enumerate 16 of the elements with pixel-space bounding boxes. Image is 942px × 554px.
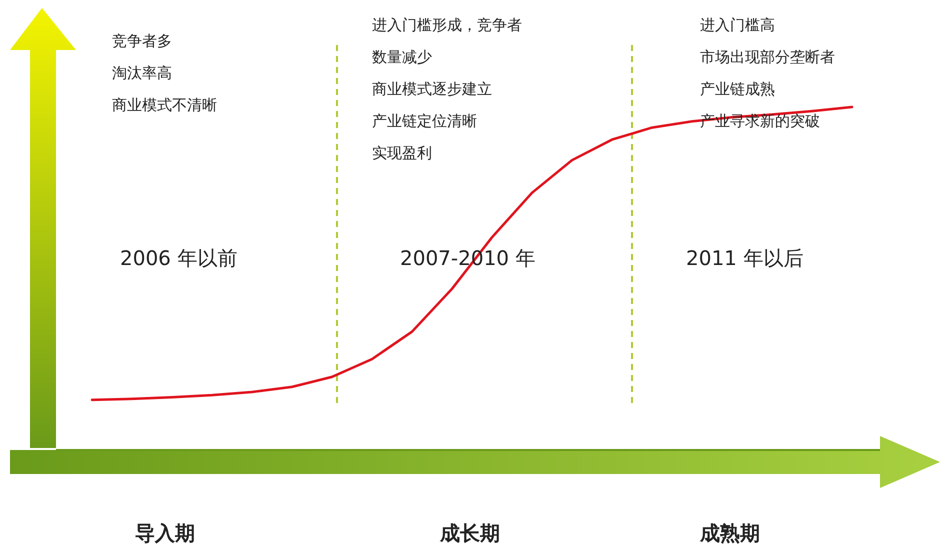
text: 导入期 (135, 521, 195, 545)
annotation: 商业模式不清晰 (112, 96, 217, 114)
text: 数量减少 (372, 48, 432, 66)
text: 进入门槛高 (700, 16, 775, 34)
annotation: 2011 年以后 (686, 246, 804, 270)
annotation: 2006 年以前 (120, 246, 238, 270)
annotation: 产业链定位清晰 (372, 112, 477, 130)
text: 成长期 (439, 521, 500, 545)
text: 进入门槛形成，竞争者 (372, 16, 522, 34)
text: 成熟期 (699, 521, 760, 545)
text: 淘汰率高 (112, 64, 172, 82)
text: 产业链成熟 (700, 80, 775, 98)
annotation: 实现盈利 (372, 144, 432, 162)
text: 商业模式逐步建立 (372, 80, 492, 98)
text: 市场出现部分垄断者 (700, 48, 835, 66)
text: 竞争者多 (112, 32, 172, 50)
